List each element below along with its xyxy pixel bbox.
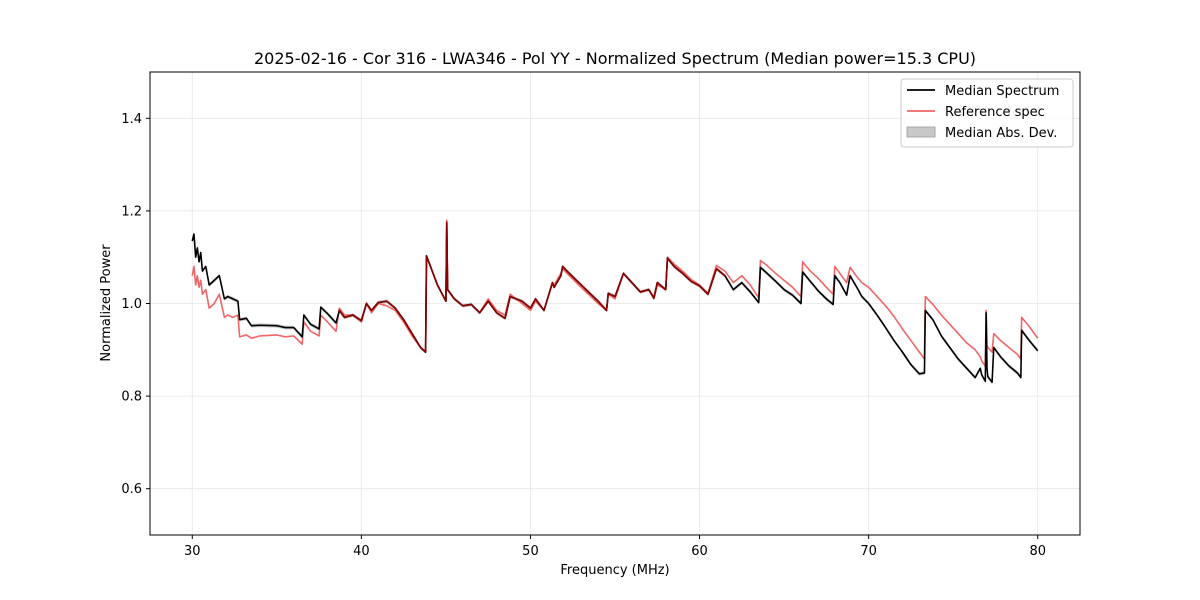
x-tick-label: 70: [860, 544, 877, 559]
y-axis-label: Normalized Power: [99, 244, 114, 362]
plot-data: [191, 219, 1039, 385]
x-tick-label: 30: [184, 544, 201, 559]
mad-band: [192, 220, 1038, 385]
y-tick-label: 1.4: [121, 112, 142, 127]
y-tick-label: 1.2: [121, 204, 142, 219]
legend-label-median: Median Spectrum: [945, 84, 1059, 99]
legend-box: [900, 78, 1074, 148]
y-tick-label: 1.0: [121, 297, 142, 312]
x-tick-label: 60: [691, 544, 708, 559]
legend-label-mad: Median Abs. Dev.: [945, 126, 1057, 141]
legend: Median Spectrum Reference spec Median Ab…: [900, 78, 1074, 148]
legend-label-reference: Reference spec: [945, 105, 1045, 120]
x-axis-label: Frequency (MHz): [560, 563, 669, 578]
legend-swatch-mad: [906, 126, 936, 138]
y-tick-label: 0.6: [121, 482, 142, 497]
x-tick-label: 80: [1029, 544, 1046, 559]
y-tick-label: 0.8: [121, 390, 142, 405]
x-tick-label: 40: [353, 544, 370, 559]
x-tick-label: 50: [522, 544, 539, 559]
chart-title: 2025-02-16 - Cor 316 - LWA346 - Pol YY -…: [254, 49, 976, 68]
axis-ticks: 30 40 50 60 70 80 0.6 0.8 1.0 1.2 1.4: [121, 112, 1046, 559]
overlap-segments: [338, 221, 726, 353]
